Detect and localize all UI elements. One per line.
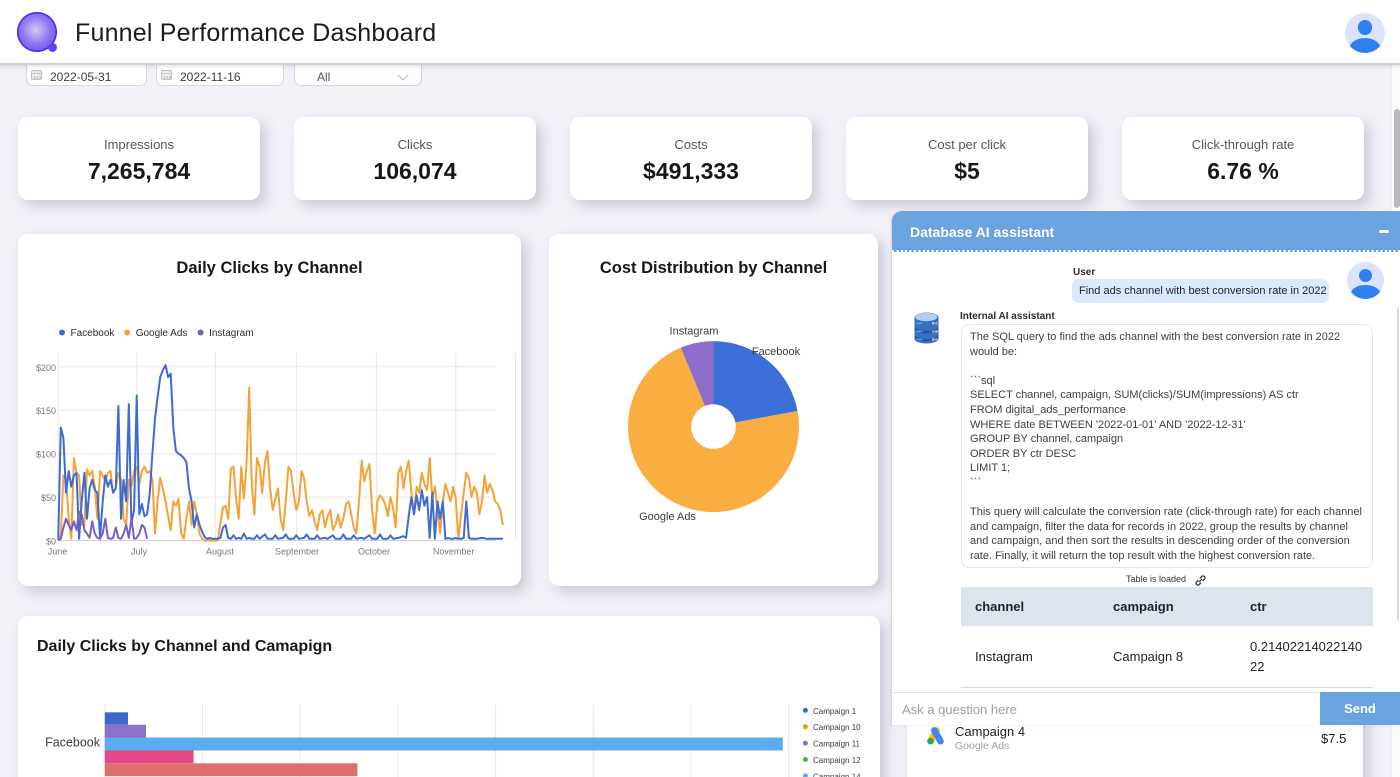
- svg-text:Campaign 10: Campaign 10: [813, 723, 861, 732]
- svg-text:Facebook: Facebook: [752, 346, 801, 358]
- svg-text:November: November: [433, 547, 475, 557]
- svg-text:June: June: [48, 547, 68, 557]
- svg-text:October: October: [358, 547, 390, 557]
- svg-text:Campaign 11: Campaign 11: [813, 740, 861, 749]
- svg-text:$0: $0: [46, 537, 56, 547]
- svg-text:August: August: [206, 547, 235, 557]
- svg-text:Instagram: Instagram: [209, 328, 253, 339]
- svg-text:$200: $200: [36, 363, 56, 373]
- svg-text:Instagram: Instagram: [670, 326, 719, 338]
- svg-text:Campaign 14: Campaign 14: [813, 772, 861, 777]
- svg-text:July: July: [131, 547, 148, 557]
- svg-text:$50: $50: [41, 493, 56, 503]
- svg-text:Google Ads: Google Ads: [639, 511, 696, 523]
- svg-text:Google Ads: Google Ads: [136, 328, 188, 339]
- svg-text:$100: $100: [36, 450, 56, 460]
- svg-text:September: September: [275, 547, 319, 557]
- svg-text:Facebook: Facebook: [45, 736, 101, 750]
- svg-text:Facebook: Facebook: [71, 328, 116, 339]
- svg-text:Campaign 12: Campaign 12: [813, 756, 861, 765]
- svg-text:$150: $150: [36, 406, 56, 416]
- svg-text:Campaign 1: Campaign 1: [813, 707, 857, 716]
